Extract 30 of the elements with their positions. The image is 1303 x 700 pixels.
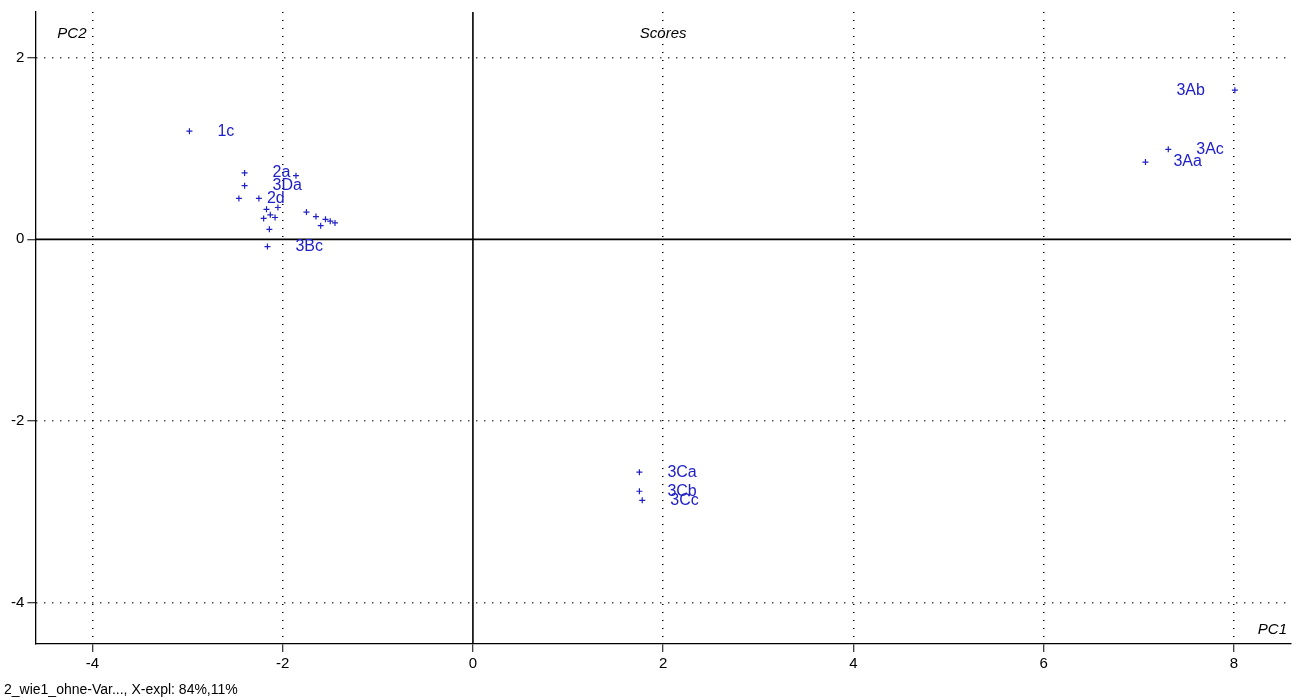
y-tick-label: 2	[15, 47, 25, 65]
point	[185, 127, 194, 135]
x-tick-label: 4	[849, 654, 858, 672]
point	[1141, 158, 1150, 166]
annotation: 3Ac	[1196, 139, 1224, 157]
y-tick-label: 0	[15, 229, 25, 247]
point	[235, 194, 243, 203]
x-tick-label: 6	[1039, 654, 1048, 672]
y-axis-title: PC2	[57, 24, 88, 42]
point	[312, 213, 320, 221]
point	[255, 194, 263, 203]
annotation: 3Ab	[1176, 80, 1205, 98]
x-tick-label: 0	[468, 654, 478, 672]
point	[635, 468, 643, 476]
x-tick-label: -4	[85, 654, 100, 672]
annotation: 3Bc	[295, 237, 324, 255]
x-axis-title: PC1	[1257, 620, 1287, 638]
y-tick-label: -2	[10, 411, 25, 429]
x-tick-label: 8	[1229, 654, 1239, 672]
text: Scores	[639, 24, 688, 42]
point	[241, 169, 249, 177]
x-tick-label: -2	[275, 654, 290, 672]
y-tick-label: -4	[10, 593, 25, 611]
point	[1231, 86, 1239, 94]
point	[302, 208, 311, 216]
annotation: 1c	[217, 121, 235, 139]
text: 2_wie1_ohne-Var..., X-expl: 84%,11%	[3, 680, 239, 698]
x-tick-label: 2	[659, 654, 668, 672]
annotation: 3Ca	[667, 462, 697, 480]
point	[274, 203, 282, 212]
